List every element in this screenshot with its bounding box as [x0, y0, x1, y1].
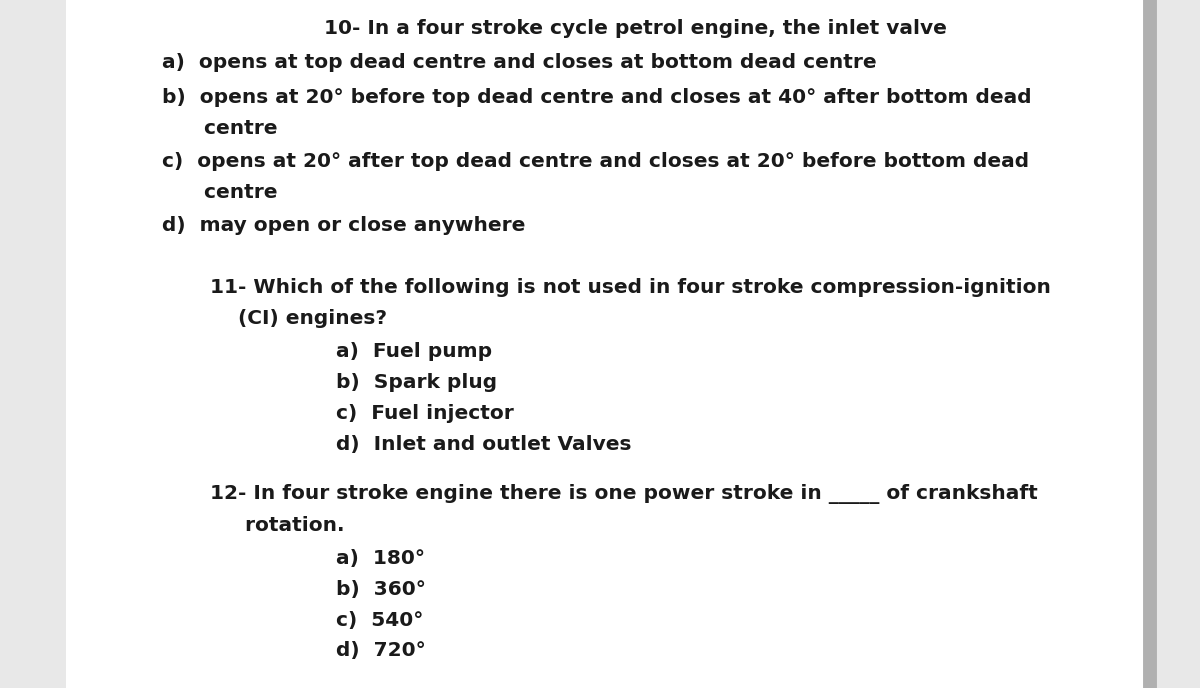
- Text: (CI) engines?: (CI) engines?: [210, 309, 386, 328]
- Text: b)  Spark plug: b) Spark plug: [336, 373, 497, 392]
- Text: 11- Which of the following is not used in four stroke compression-ignition: 11- Which of the following is not used i…: [210, 278, 1051, 297]
- Text: b)  opens at 20° before top dead centre and closes at 40° after bottom dead: b) opens at 20° before top dead centre a…: [162, 87, 1032, 107]
- Text: d)  Inlet and outlet Valves: d) Inlet and outlet Valves: [336, 435, 631, 454]
- Text: centre: centre: [162, 118, 277, 138]
- Text: centre: centre: [162, 182, 277, 202]
- Text: c)  opens at 20° after top dead centre and closes at 20° before bottom dead: c) opens at 20° after top dead centre an…: [162, 151, 1030, 171]
- Text: d)  may open or close anywhere: d) may open or close anywhere: [162, 215, 526, 235]
- Text: b)  360°: b) 360°: [336, 579, 426, 599]
- Text: c)  540°: c) 540°: [336, 610, 424, 630]
- Text: a)  opens at top dead centre and closes at bottom dead centre: a) opens at top dead centre and closes a…: [162, 53, 877, 72]
- Text: a)  180°: a) 180°: [336, 548, 425, 568]
- Text: d)  720°: d) 720°: [336, 641, 426, 660]
- Text: 10- In a four stroke cycle petrol engine, the inlet valve: 10- In a four stroke cycle petrol engine…: [324, 19, 947, 38]
- Text: 12- In four stroke engine there is one power stroke in _____ of crankshaft: 12- In four stroke engine there is one p…: [210, 484, 1038, 504]
- Text: a)  Fuel pump: a) Fuel pump: [336, 342, 492, 361]
- Text: c)  Fuel injector: c) Fuel injector: [336, 404, 514, 423]
- FancyBboxPatch shape: [66, 0, 1146, 688]
- Text: rotation.: rotation.: [210, 515, 344, 535]
